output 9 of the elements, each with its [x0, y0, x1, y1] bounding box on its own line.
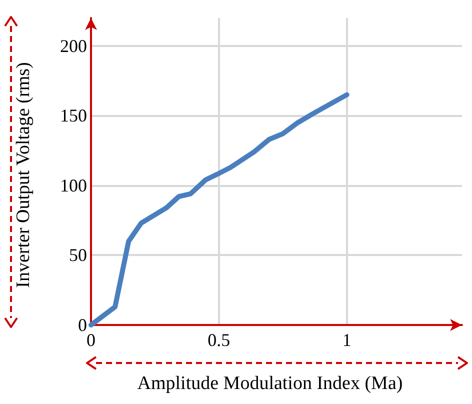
y-tick-label: 200	[60, 36, 87, 56]
y-axis-title: Inverter Output Voltage (rms)	[13, 62, 35, 288]
y-tick-label: 100	[60, 175, 87, 196]
x-tick-label: 1	[342, 330, 352, 350]
y-tick-label: 0	[78, 315, 87, 335]
y-tick-label: 150	[60, 106, 87, 126]
x-axis-title: Amplitude Modulation Index (Ma)	[137, 373, 403, 395]
y-tick-label: 50	[69, 245, 87, 266]
x-tick-label: 0.5	[208, 330, 230, 350]
